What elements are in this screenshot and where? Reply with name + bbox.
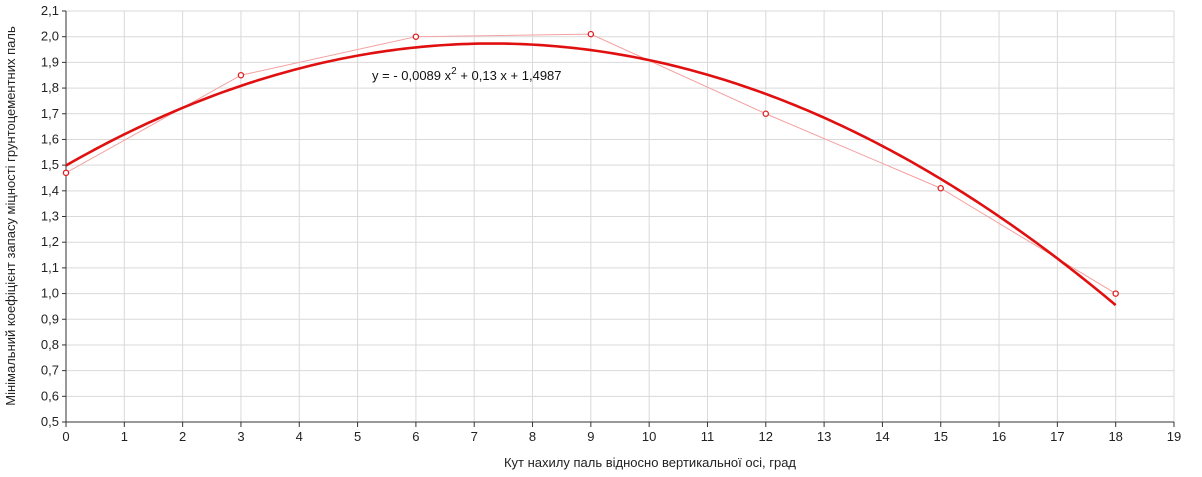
data-point <box>587 30 595 38</box>
x-tick-label: 17 <box>1050 429 1064 444</box>
y-tick-label: 1,3 <box>41 209 59 224</box>
y-tick-labels: 0,5 0,6 0,7 0,8 0,9 1,0 1,1 1,2 1,3 1,4 1,5 1,6 1,7 1… <box>41 3 59 429</box>
y-tick-label: 1,5 <box>41 157 59 172</box>
equation-superscript: 2 <box>451 66 457 77</box>
y-tick-label: 1,2 <box>41 234 59 249</box>
x-axis-title: Кут нахилу паль відносно вертикальної ос… <box>504 455 796 470</box>
x-tick-label: 0 <box>62 429 69 444</box>
series <box>62 30 1119 297</box>
x-tick-label: 18 <box>1108 429 1122 444</box>
grid <box>66 10 1175 422</box>
y-tick-label: 1,6 <box>41 131 59 146</box>
x-tick-label: 13 <box>817 429 831 444</box>
trendline-group <box>65 42 1117 307</box>
y-tick-label: 0,7 <box>41 363 59 378</box>
y-tick-label: 1,1 <box>41 260 59 275</box>
x-tick-label: 7 <box>471 429 478 444</box>
equation-prefix: y = - 0,0089 x <box>372 68 452 83</box>
data-point <box>762 110 770 118</box>
equation-suffix: + 0,13 x + 1,4987 <box>457 68 562 83</box>
x-tick-label: 12 <box>759 429 773 444</box>
x-tick-label: 6 <box>412 429 419 444</box>
x-tick-labels: 0 1 2 3 4 5 6 7 8 9 10 11 12 13 14 15 16 17 18 19 <box>62 429 1181 444</box>
y-tick-label: 0,9 <box>41 311 59 326</box>
y-tick-label: 1,0 <box>41 286 59 301</box>
x-tick-label: 19 <box>1167 429 1181 444</box>
x-tick-label: 1 <box>121 429 128 444</box>
axes <box>62 10 1175 427</box>
y-tick-label: 1,7 <box>41 106 59 121</box>
x-tick-label: 16 <box>992 429 1006 444</box>
x-tick-label: 9 <box>587 429 594 444</box>
x-tick-label: 8 <box>529 429 536 444</box>
y-tick-label: 0,5 <box>41 414 59 429</box>
y-tick-label: 1,9 <box>41 54 59 69</box>
x-tick-label: 2 <box>179 429 186 444</box>
x-tick-label: 3 <box>237 429 244 444</box>
x-tick-label: 10 <box>642 429 656 444</box>
y-tick-label: 0,8 <box>41 337 59 352</box>
x-tick-label: 14 <box>875 429 889 444</box>
y-tick-label: 2,1 <box>41 3 59 18</box>
y-tick-label: 0,6 <box>41 388 59 403</box>
y-tick-label: 1,8 <box>41 80 59 95</box>
data-point <box>937 184 944 192</box>
x-tick-label: 5 <box>354 429 361 444</box>
x-tick-label: 11 <box>701 429 715 444</box>
y-tick-label: 2,0 <box>41 29 59 44</box>
data-point <box>412 33 420 40</box>
trendline-equation: y = - 0,0089 x2 + 0,13 x + 1,4987 <box>372 66 562 83</box>
data-point <box>1112 290 1119 297</box>
data-point <box>237 71 245 79</box>
data-point <box>62 169 70 177</box>
x-tick-label: 15 <box>934 429 948 444</box>
trendline <box>65 42 1117 307</box>
y-axis-title: Мінімальний коефіцієнт запасу міцності г… <box>3 26 18 406</box>
x-tick-label: 4 <box>296 429 303 444</box>
y-tick-label: 1,4 <box>41 183 59 198</box>
